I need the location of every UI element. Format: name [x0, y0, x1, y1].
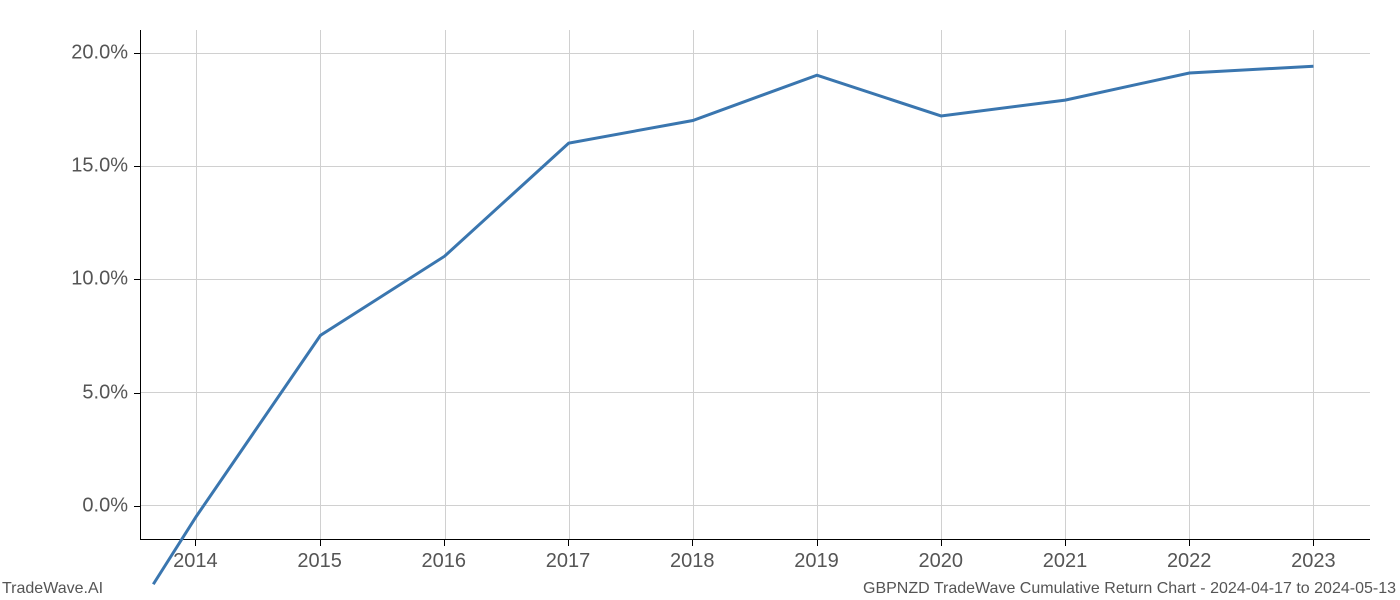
footer-right-text: GBPNZD TradeWave Cumulative Return Chart…: [863, 580, 1396, 598]
x-axis-tick-label: 2018: [670, 550, 715, 573]
x-axis-tick-label: 2015: [297, 550, 342, 573]
x-axis-tick-mark: [1189, 540, 1190, 546]
x-axis-tick-label: 2020: [918, 550, 963, 573]
y-axis-tick-label: 0.0%: [82, 495, 128, 518]
y-axis-tick-label: 15.0%: [71, 155, 128, 178]
y-axis-tick-mark: [134, 53, 140, 54]
x-axis-tick-mark: [568, 540, 569, 546]
y-axis-tick-mark: [134, 506, 140, 507]
y-axis-tick-mark: [134, 393, 140, 394]
x-axis-tick-mark: [444, 540, 445, 546]
x-axis-tick-label: 2022: [1167, 550, 1212, 573]
y-axis-tick-label: 10.0%: [71, 268, 128, 291]
x-axis-tick-mark: [1065, 540, 1066, 546]
x-axis-tick-mark: [320, 540, 321, 546]
x-axis-tick-mark: [941, 540, 942, 546]
x-axis-tick-label: 2017: [546, 550, 591, 573]
footer-left-text: TradeWave.AI: [2, 580, 103, 598]
y-axis-tick-mark: [134, 166, 140, 167]
x-axis-tick-mark: [1313, 540, 1314, 546]
plot-area: [140, 30, 1370, 540]
x-axis-tick-mark: [692, 540, 693, 546]
x-axis-tick-label: 2021: [1043, 550, 1088, 573]
x-axis-tick-label: 2014: [173, 550, 218, 573]
y-axis-tick-label: 20.0%: [71, 41, 128, 64]
x-axis-tick-mark: [195, 540, 196, 546]
y-axis-tick-label: 5.0%: [82, 381, 128, 404]
x-axis-tick-label: 2016: [422, 550, 467, 573]
data-series-line: [141, 30, 1370, 539]
x-axis-tick-label: 2023: [1291, 550, 1336, 573]
x-axis-tick-label: 2019: [794, 550, 839, 573]
line-chart: 0.0%5.0%10.0%15.0%20.0% 2014201520162017…: [140, 30, 1370, 540]
y-axis-tick-mark: [134, 279, 140, 280]
x-axis-tick-mark: [817, 540, 818, 546]
